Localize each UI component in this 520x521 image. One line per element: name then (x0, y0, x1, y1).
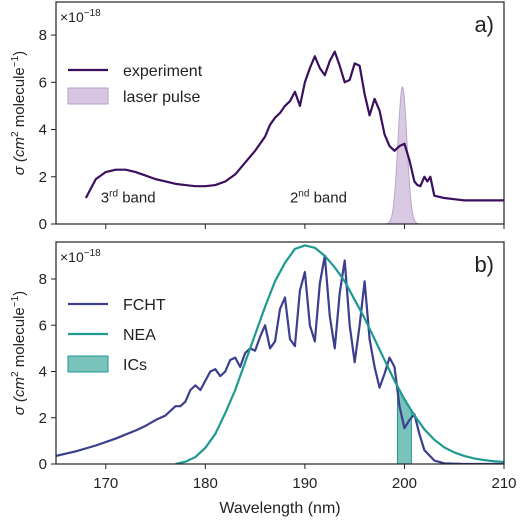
legend-laser-pulse-label: laser pulse (123, 89, 200, 106)
annotation-3rd-end: band (118, 190, 156, 207)
panel-b-ytick-label-4: 4 (39, 364, 47, 381)
panel-b-ylabel: σ (cm2 molecule−1) (10, 291, 28, 415)
panel-a-multiplier-exponent: −18 (84, 8, 101, 19)
panel-a-ylabel-sup2: −1 (10, 55, 21, 67)
legend-fcht-label: FCHT (123, 297, 166, 314)
panel-b-xtick-label-210: 210 (491, 475, 516, 492)
panel-b-ylabel-mid: molecule (11, 307, 28, 371)
panel-a-ytick-label-4: 4 (39, 122, 47, 139)
annotation-2nd-end: band (309, 190, 347, 207)
panel-b-plot-area (56, 244, 504, 464)
annotation-3rd-sup: rd (109, 189, 118, 200)
panel-b-label: b) (474, 252, 494, 277)
panel-b-ytick-label-8: 8 (39, 271, 47, 288)
legend-ics-swatch (67, 355, 109, 373)
panel-b-multiplier-base: ×10 (60, 249, 84, 265)
panel-b-ylabel-main: σ (cm (11, 377, 28, 415)
panel-b-axes: 0 2 4 6 8 170 180 190 200 210 (39, 241, 517, 492)
panel-a-label: a) (474, 12, 494, 37)
panel-b-ylabel-sup2: −1 (10, 295, 21, 307)
panel-b-xtick-label-190: 190 (292, 475, 317, 492)
annotation-2nd-sup: nd (298, 189, 309, 200)
panel-a-ylabel-main: σ (cm (11, 137, 28, 175)
annotation-3rd-band: 3rd band (101, 189, 156, 207)
panel-b-ytick-label-2: 2 (39, 410, 47, 427)
panel-a-ylabel: σ (cm2 molecule−1) (10, 51, 28, 175)
panel-b-xlabel: Wavelength (nm) (219, 500, 340, 517)
panel-b-legend: FCHT NEA ICs (67, 297, 166, 374)
panel-b-ylabel-end: ) (11, 291, 28, 296)
panel-b-multiplier: ×10−18 (60, 248, 101, 265)
panel-a-legend: experiment laser pulse (67, 63, 203, 106)
legend-laser-pulse-swatch (67, 87, 109, 105)
panel-a-multiplier: ×10−18 (60, 8, 101, 25)
legend-nea-label: NEA (123, 327, 156, 344)
annotation-3rd-main: 3 (101, 190, 109, 207)
panel-a-ytick-label-8: 8 (39, 27, 47, 44)
panel-b-ytick-label-6: 6 (39, 317, 47, 334)
panel-b-xtick-label-200: 200 (392, 475, 417, 492)
panel-b-multiplier-exponent: −18 (84, 248, 101, 259)
panel-a-axes: 0 2 4 6 8 (39, 1, 505, 233)
panel-a-series-laser-pulse-area (384, 86, 421, 224)
panel-b-series-nea-line (175, 244, 504, 464)
panel-a-multiplier-base: ×10 (60, 9, 84, 25)
panel-a-ytick-label-2: 2 (39, 169, 47, 186)
panel-a-ytick-label-0: 0 (39, 216, 47, 233)
annotation-2nd-band: 2nd band (290, 189, 347, 207)
panel-a-plot-area (84, 50, 504, 224)
panel-a-ylabel-end: ) (11, 51, 28, 56)
panel-b-ytick-label-0: 0 (39, 456, 47, 473)
annotation-2nd-main: 2 (290, 190, 298, 207)
panel-b-xtick-label-170: 170 (93, 475, 118, 492)
panel-a-series-experiment-line (84, 50, 504, 202)
panel-b-xtick-label-180: 180 (193, 475, 218, 492)
legend-ics-label: ICs (123, 357, 147, 374)
legend-experiment-label: experiment (123, 63, 203, 80)
panel-a-ylabel-sup1: 2 (10, 131, 21, 137)
panel-b-frame (55, 241, 505, 465)
panel-a-ylabel-mid: molecule (11, 67, 28, 131)
panel-b-ylabel-sup1: 2 (10, 371, 21, 377)
panel-a-ytick-label-6: 6 (39, 74, 47, 91)
panel-a-frame (55, 1, 505, 225)
